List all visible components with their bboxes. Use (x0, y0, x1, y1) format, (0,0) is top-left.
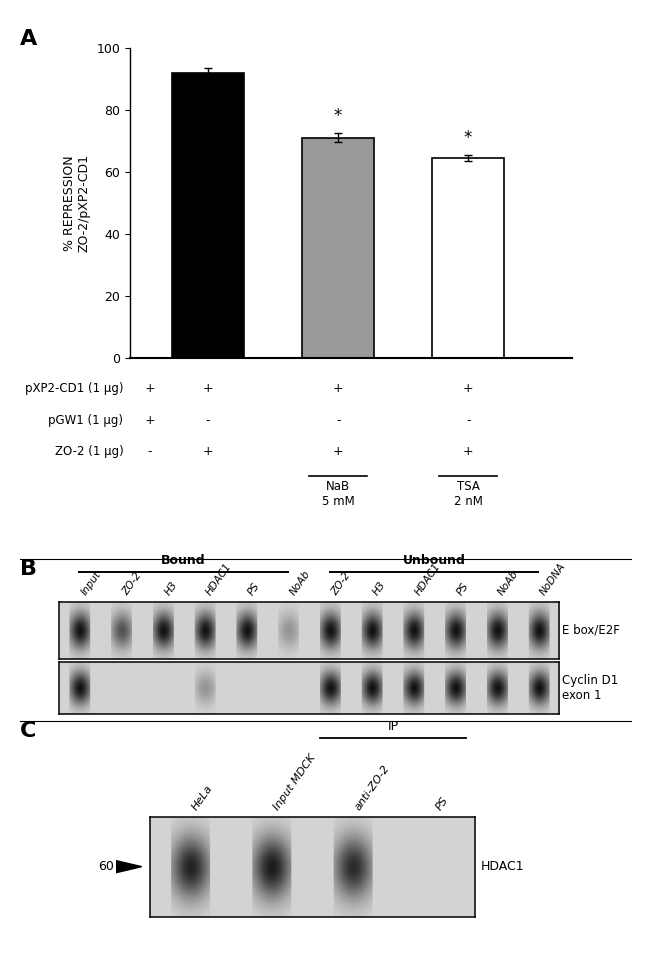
Text: ZO-2: ZO-2 (330, 570, 352, 597)
Text: PS: PS (434, 795, 450, 812)
Text: HeLa: HeLa (190, 783, 214, 812)
Text: 60: 60 (98, 860, 114, 873)
Text: NoDNA: NoDNA (538, 561, 567, 597)
Polygon shape (116, 860, 142, 873)
Text: +: + (463, 445, 473, 458)
Text: -: - (205, 414, 210, 427)
Text: H3: H3 (162, 580, 179, 597)
Text: A: A (20, 29, 37, 49)
Text: Input: Input (79, 569, 103, 597)
Y-axis label: % REPRESSION
ZO-2/pXP2-CD1: % REPRESSION ZO-2/pXP2-CD1 (63, 154, 91, 252)
Text: +: + (203, 382, 213, 395)
Text: NoAb: NoAb (497, 568, 521, 597)
Text: TSA
2 nM: TSA 2 nM (454, 480, 482, 508)
Text: HDAC1: HDAC1 (413, 561, 442, 597)
Text: E box/E2F: E box/E2F (562, 624, 619, 637)
Text: -: - (147, 445, 151, 458)
Text: ZO-2 (1 μg): ZO-2 (1 μg) (55, 445, 124, 458)
Text: *: * (334, 107, 342, 125)
Text: pXP2-CD1 (1 μg): pXP2-CD1 (1 μg) (25, 382, 124, 395)
Text: +: + (333, 382, 343, 395)
Text: *: * (464, 129, 472, 147)
Bar (302, 138, 374, 358)
Text: -: - (336, 414, 341, 427)
Text: PS: PS (246, 581, 262, 597)
Text: Cyclin D1
exon 1: Cyclin D1 exon 1 (562, 674, 618, 702)
Text: +: + (333, 445, 343, 458)
Bar (432, 158, 504, 358)
Text: IP: IP (387, 720, 399, 733)
Text: pGW1 (1 μg): pGW1 (1 μg) (49, 414, 124, 427)
Text: NoAb: NoAb (288, 568, 312, 597)
Text: Bound: Bound (161, 554, 206, 567)
Text: -: - (466, 414, 471, 427)
Text: +: + (144, 414, 155, 427)
Text: Unbound: Unbound (402, 554, 465, 567)
Text: +: + (203, 445, 213, 458)
Text: PS: PS (455, 581, 471, 597)
Text: B: B (20, 559, 36, 579)
Text: C: C (20, 721, 36, 741)
Text: +: + (144, 382, 155, 395)
Text: NaB
5 mM: NaB 5 mM (322, 480, 354, 508)
Text: ZO-2: ZO-2 (121, 570, 144, 597)
Text: HDAC1: HDAC1 (481, 860, 525, 873)
Text: HDAC1: HDAC1 (205, 561, 234, 597)
Text: Input MDCK: Input MDCK (272, 753, 317, 812)
Text: +: + (463, 382, 473, 395)
Bar (172, 73, 244, 358)
Text: H3: H3 (371, 580, 388, 597)
Text: anti-ZO-2: anti-ZO-2 (352, 763, 391, 812)
